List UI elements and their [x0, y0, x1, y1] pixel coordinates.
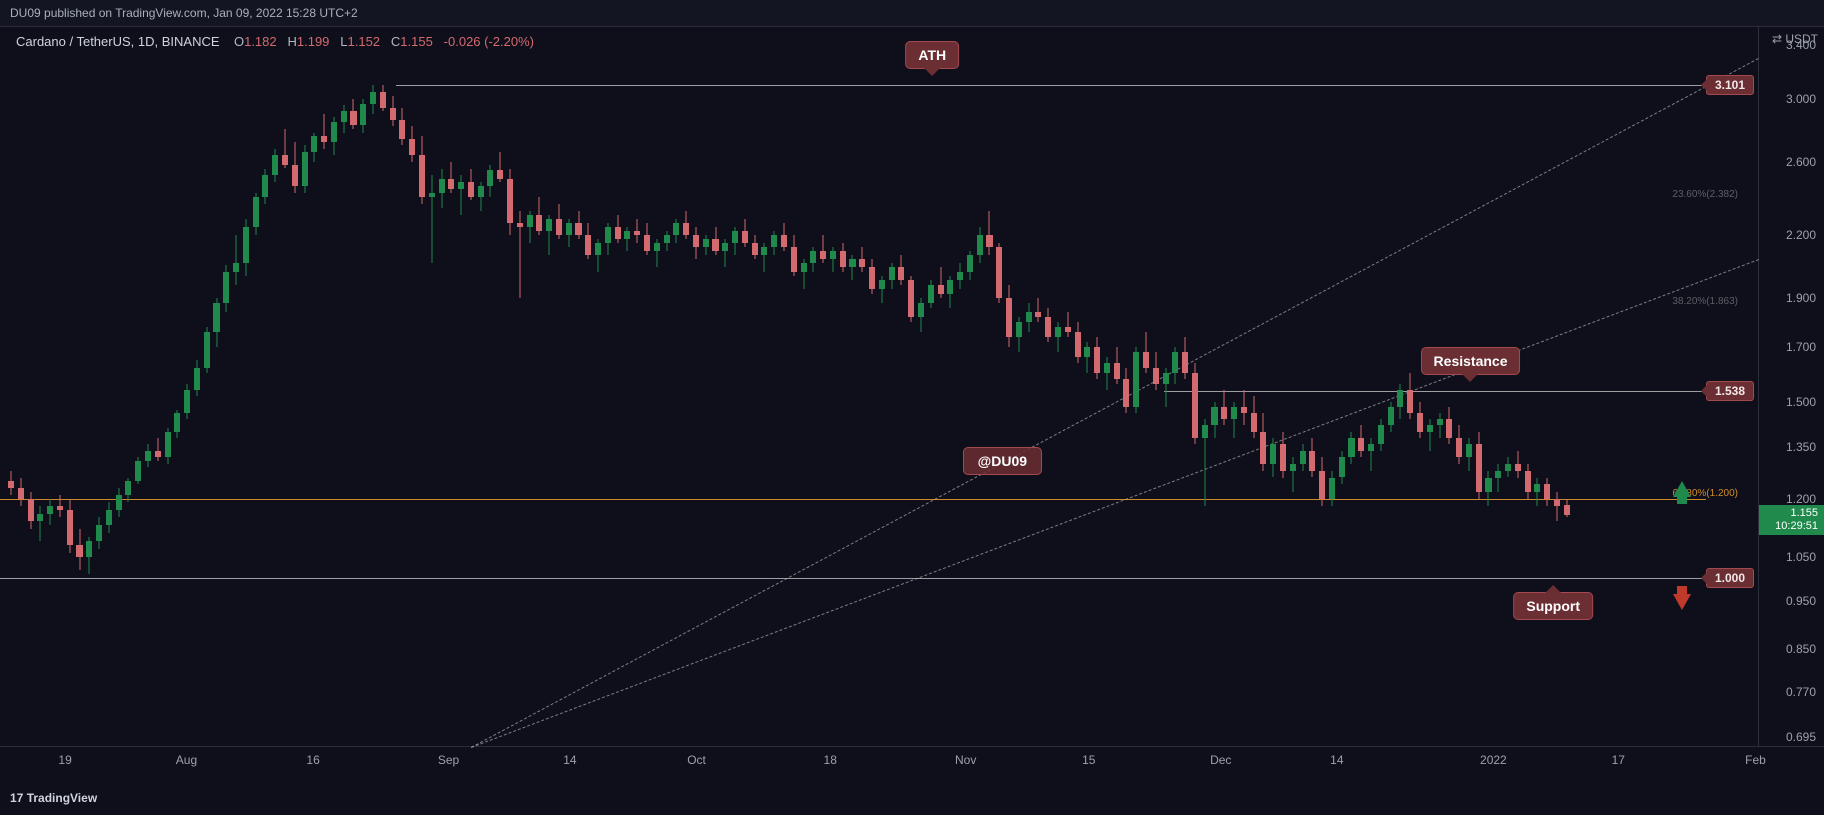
x-tick: Feb — [1745, 753, 1766, 767]
symbol-info: Cardano / TetherUS, 1D, BINANCE O1.182 H… — [16, 34, 534, 49]
price-flag: 3.101 — [1706, 75, 1754, 95]
y-tick: 0.850 — [1786, 642, 1816, 656]
x-tick: Dec — [1210, 753, 1231, 767]
y-tick: 2.200 — [1786, 228, 1816, 242]
callout-resistance: Resistance — [1421, 347, 1521, 375]
fib-label: 23.60%(2.382) — [1672, 189, 1738, 200]
level-line — [0, 578, 1706, 579]
y-tick: 1.200 — [1786, 492, 1816, 506]
y-tick: 1.500 — [1786, 395, 1816, 409]
level-line — [396, 85, 1706, 86]
x-tick: Aug — [176, 753, 197, 767]
y-tick: 0.695 — [1786, 730, 1816, 744]
ohlc-change: -0.026 (-2.20%) — [444, 34, 534, 49]
price-flag: 1.000 — [1706, 568, 1754, 588]
x-tick: Nov — [955, 753, 976, 767]
x-tick: 18 — [824, 753, 837, 767]
x-tick: Oct — [687, 753, 706, 767]
watermark: @DU09 — [963, 447, 1042, 475]
price-axis[interactable]: ⇄ USDT 3.4003.0002.6002.2001.9001.7001.5… — [1759, 26, 1824, 747]
level-line — [0, 499, 1706, 500]
top-bar: DU09 published on TradingView.com, Jan 0… — [0, 0, 1824, 27]
x-tick: 19 — [58, 753, 71, 767]
ohlc-c-label: C — [391, 34, 400, 49]
time-axis[interactable]: 19Aug16Sep14Oct18Nov15Dec14202217Feb — [0, 747, 1759, 775]
y-tick: 2.600 — [1786, 155, 1816, 169]
ohlc-l: 1.152 — [348, 34, 381, 49]
tradingview-logo: 17 TradingView — [10, 791, 97, 805]
ohlc-o-label: O — [234, 34, 244, 49]
callout-ath: ATH — [905, 41, 959, 69]
y-tick: 1.050 — [1786, 550, 1816, 564]
y-tick: 1.350 — [1786, 440, 1816, 454]
trendline — [471, 58, 1759, 748]
fib-label: 38.20%(1.863) — [1672, 296, 1738, 307]
pair-label: Cardano / TetherUS, 1D, BINANCE — [16, 34, 220, 49]
callout-support: Support — [1513, 592, 1593, 620]
y-tick: 3.400 — [1786, 38, 1816, 52]
x-tick: Sep — [438, 753, 459, 767]
y-tick: 0.770 — [1786, 685, 1816, 699]
x-tick: 14 — [1330, 753, 1343, 767]
level-line — [1164, 391, 1706, 392]
published-label: DU09 published on TradingView.com, Jan 0… — [10, 6, 358, 20]
y-tick: 0.950 — [1786, 594, 1816, 608]
x-tick: 17 — [1612, 753, 1625, 767]
countdown: 10:29:51 — [1761, 520, 1818, 533]
price-flag: 1.538 — [1706, 381, 1754, 401]
y-tick: 3.000 — [1786, 92, 1816, 106]
ohlc-c: 1.155 — [400, 34, 433, 49]
ohlc-h-label: H — [287, 34, 296, 49]
ohlc-l-label: L — [340, 34, 347, 49]
x-tick: 14 — [563, 753, 576, 767]
x-tick: 15 — [1082, 753, 1095, 767]
y-tick: 1.900 — [1786, 291, 1816, 305]
ohlc-o: 1.182 — [244, 34, 277, 49]
current-price: 1.155 — [1761, 507, 1818, 520]
current-price-label: 1.15510:29:51 — [1759, 505, 1824, 534]
x-tick: 16 — [306, 753, 319, 767]
y-tick: 1.700 — [1786, 340, 1816, 354]
ohlc-h: 1.199 — [297, 34, 330, 49]
x-tick: 2022 — [1480, 753, 1507, 767]
arrow-down-icon — [1673, 594, 1691, 610]
chart-pane[interactable]: 61.80%(1.200)23.60%(2.382)38.20%(1.863)3… — [0, 26, 1759, 747]
arrow-up-icon — [1673, 481, 1691, 497]
